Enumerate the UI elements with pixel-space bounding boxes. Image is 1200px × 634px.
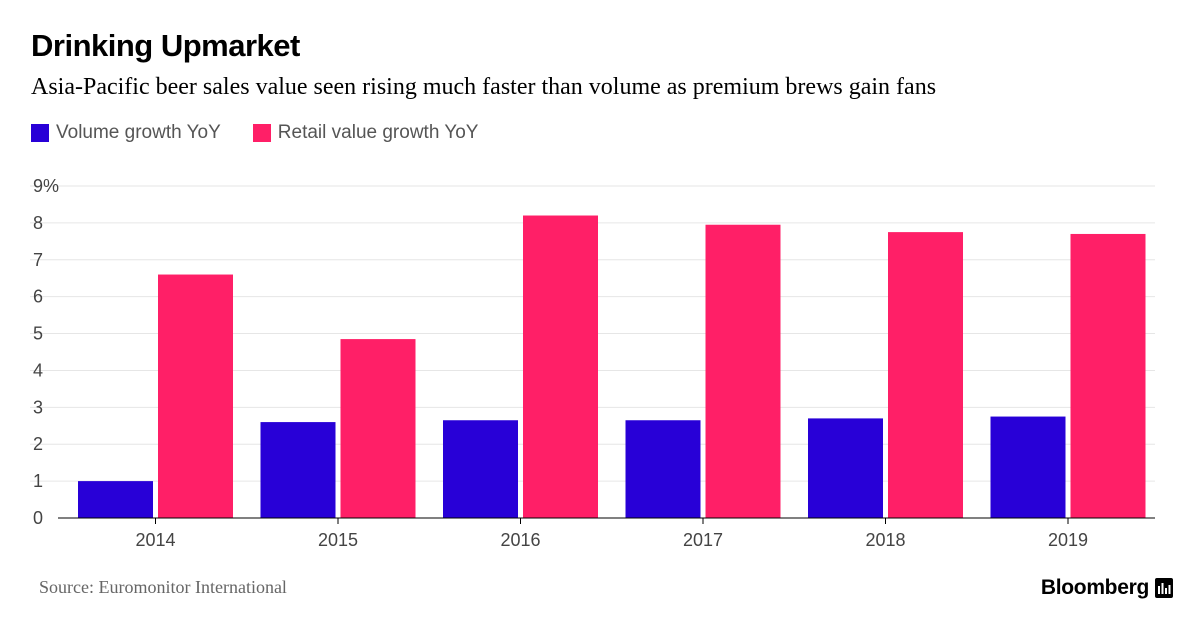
source-note: Source: Euromonitor International [39, 577, 287, 597]
x-tick-label: 2019 [1048, 530, 1088, 550]
bar-volume [443, 420, 518, 518]
legend-label-volume: Volume growth YoY [56, 122, 221, 143]
y-tick-label: 7 [33, 250, 43, 270]
bar-value [888, 232, 963, 518]
bar-volume [260, 422, 336, 518]
bar-value [158, 274, 233, 518]
brand-logo: Bloomberg [1041, 576, 1173, 600]
legend-swatch-volume [31, 124, 49, 142]
y-tick-label: 6 [33, 287, 43, 307]
legend-swatch-value [252, 124, 271, 142]
bloomberg-terminal-icon [1155, 578, 1173, 598]
bar-volume [808, 418, 883, 518]
y-tick-label: 4 [33, 360, 43, 380]
bar-value [340, 339, 416, 518]
y-tick-label: 2 [33, 434, 43, 454]
y-tick-label: 9% [33, 176, 59, 196]
y-tick-label: 8 [33, 213, 43, 233]
x-tick-label: 2017 [683, 530, 723, 550]
bar-volume [625, 420, 701, 518]
bar-value [1070, 233, 1146, 518]
y-tick-label: 5 [33, 324, 43, 344]
legend-label-value: Retail value growth YoY [277, 122, 479, 143]
y-tick-label: 0 [33, 508, 43, 528]
x-tick-label: 2018 [865, 530, 905, 550]
brand-name: Bloomberg [1040, 576, 1149, 599]
x-tick-label: 2016 [500, 530, 540, 550]
bar-value [705, 224, 781, 518]
x-tick-label: 2015 [318, 530, 358, 550]
legend-item-volume: Volume growth YoY [31, 122, 221, 144]
bar-volume [990, 416, 1066, 518]
bar-volume [78, 481, 153, 518]
legend-item-value: Retail value growth YoY [252, 122, 479, 144]
bar-value [523, 215, 598, 518]
x-tick-label: 2014 [135, 530, 175, 550]
legend: Volume growth YoY Retail value growth Yo… [31, 122, 510, 144]
y-tick-label: 1 [33, 471, 43, 491]
chart-subtitle: Asia-Pacific beer sales value seen risin… [31, 74, 937, 100]
chart-title: Drinking Upmarket [31, 28, 300, 63]
y-tick-label: 3 [33, 397, 43, 417]
